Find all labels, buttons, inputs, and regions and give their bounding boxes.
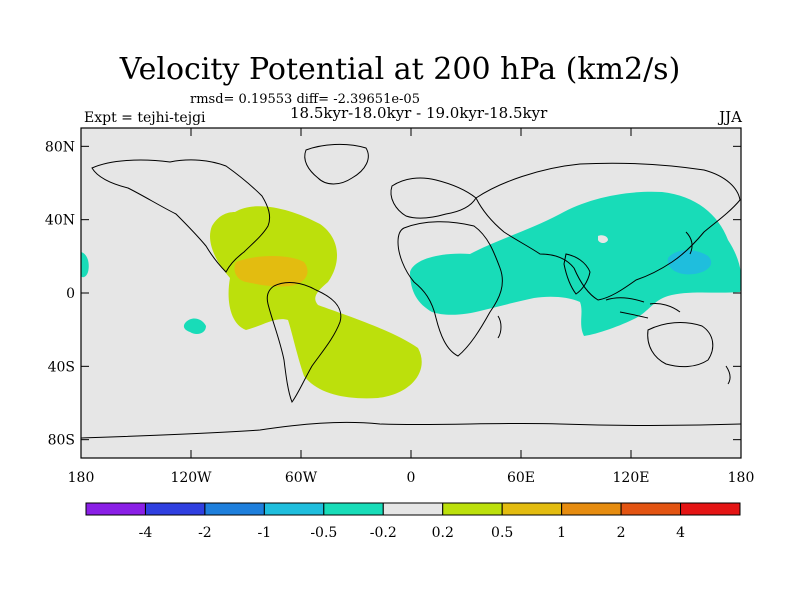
y-tick-label: 80N [45,139,75,155]
x-tick-label: 60W [285,470,318,486]
x-tick-label: 120W [170,470,212,486]
colorbar-label: 2 [617,525,626,541]
coast-india [563,253,591,295]
x-tick-label: 120E [613,470,650,486]
x-tick-label: 60E [507,470,535,486]
colorbar-label: 0.2 [432,525,454,541]
season-label: JJA [719,108,742,126]
x-tick-label: 180 [728,470,755,486]
stats-line: rmsd= 0.19553 diff= -2.39651e-05 [190,92,420,107]
colorbar-label: 0.5 [491,525,513,541]
colorbar-swatch [561,502,622,516]
colorbar-swatch [382,502,444,516]
region-south-pacific-negative [183,318,206,334]
coast-madagascar [497,315,502,339]
coast-south-america [266,282,342,404]
colorbar-swatch [263,502,325,516]
y-axis: 80N 40N 0 40S 80S [45,139,741,449]
colorbar-label: -4 [139,525,153,541]
colorbar-swatch [680,502,741,516]
coast-greenland [304,143,369,185]
coast-australia [647,322,714,368]
experiment-label: Expt = tejhi-tejgi [84,110,206,126]
colorbar-label: -1 [258,525,272,541]
region-east-pacific-negative [81,252,89,278]
y-tick-label: 40S [48,359,75,375]
region-europe-positive [246,213,262,225]
region-west-pacific-negative [667,250,712,275]
colorbar-swatch [442,502,503,516]
y-tick-label: 0 [66,286,75,302]
region-caribbean-positive [234,256,308,287]
coast-asia [475,162,741,301]
coast-africa [397,221,503,357]
colorbar-swatch [620,502,682,516]
colorbar-swatch [323,502,384,516]
coast-indonesia [605,297,681,319]
colorbar: -4 -2 -1 -0.5 -0.2 0.2 0.5 1 2 4 [85,502,741,541]
colorbar-swatch [501,502,563,516]
region-africa-asia-negative [410,191,741,336]
colorbar-label: 4 [676,525,685,541]
x-axis: 180 120W 60W 0 60E 120E 180 [68,128,755,486]
coast-europe [390,177,477,219]
y-tick-label: 80S [48,433,75,449]
x-tick-label: 180 [68,470,95,486]
chart-title: Velocity Potential at 200 hPa (km2/s) [119,52,681,87]
colorbar-label: -0.2 [370,525,397,541]
region-americas-positive [210,206,422,399]
y-tick-label: 40N [45,213,75,229]
region-asia-hole [598,235,608,243]
period-label: 18.5kyr-18.0kyr - 19.0kyr-18.5kyr [290,104,548,122]
colorbar-label: -0.5 [310,525,337,541]
colorbar-swatch [144,502,206,516]
colorbar-label: 1 [557,525,566,541]
coast-japan [685,231,693,255]
colorbar-label: -2 [198,525,212,541]
coast-north-america [91,159,271,273]
coast-new-zealand [725,365,731,385]
continent-outlines [81,143,741,439]
colorbar-swatch [85,502,146,516]
coast-antarctica [81,421,741,439]
colorbar-swatch [204,502,265,516]
x-tick-label: 0 [407,470,416,486]
